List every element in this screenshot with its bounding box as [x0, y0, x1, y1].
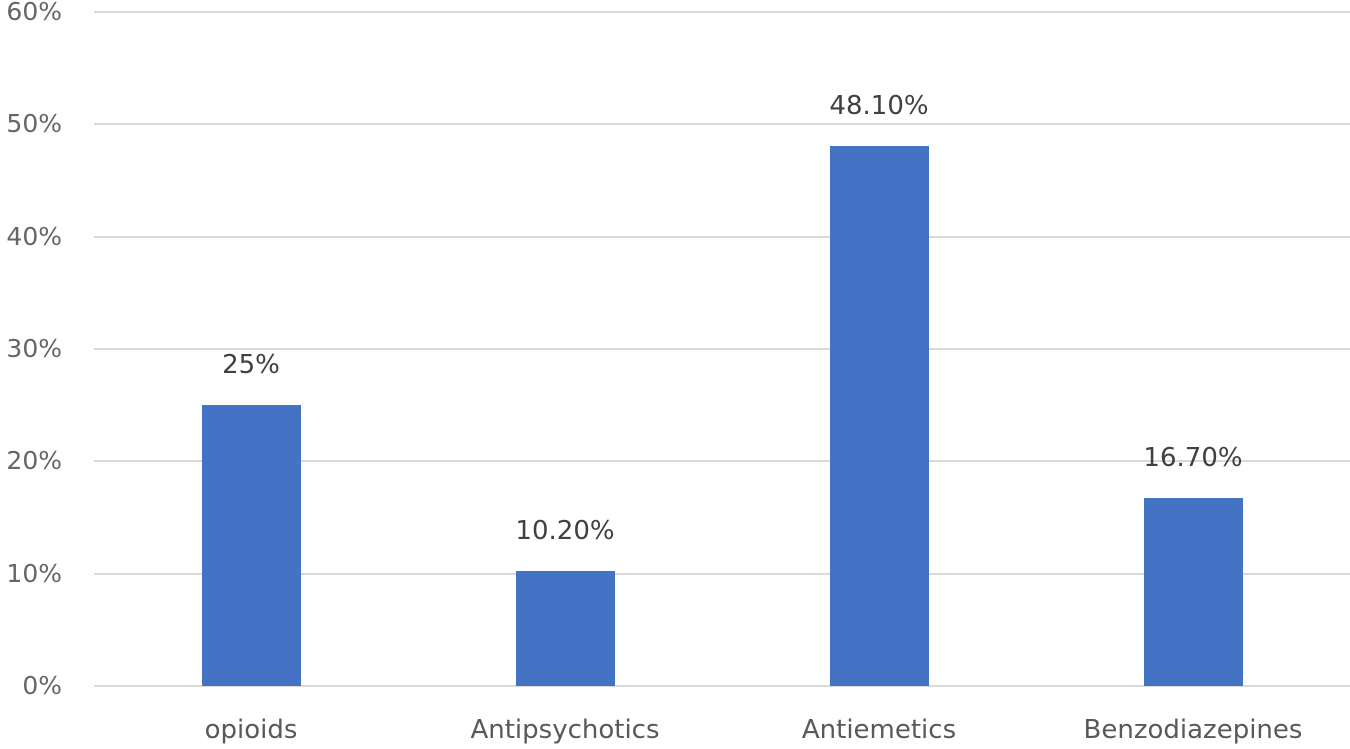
- gridline: [94, 11, 1350, 13]
- y-tick-label: 0%: [22, 671, 62, 700]
- gridline: [94, 685, 1350, 687]
- bar-antiemetics: [829, 145, 929, 686]
- data-label: 48.10%: [829, 90, 929, 121]
- data-label: 10.20%: [515, 516, 615, 547]
- data-label: 16.70%: [1143, 443, 1243, 474]
- bar-antipsychotics: [515, 571, 615, 686]
- gridline: [94, 348, 1350, 350]
- bar-opioids: [201, 405, 301, 686]
- y-tick-label: 30%: [6, 334, 62, 363]
- y-tick-label: 10%: [6, 558, 62, 588]
- gridline: [94, 123, 1350, 126]
- y-tick-label: 40%: [6, 221, 62, 251]
- y-tick-label: 20%: [6, 446, 62, 476]
- y-tick-label: 50%: [6, 109, 62, 139]
- gridline: [94, 572, 1350, 575]
- gridline: [94, 460, 1350, 463]
- x-category-label: Antipsychotics: [470, 715, 660, 745]
- x-category-label: Antiemetics: [801, 715, 957, 745]
- bar-benzodiazepines: [1143, 498, 1243, 686]
- y-tick-label: 60%: [6, 0, 62, 26]
- gridline: [94, 235, 1350, 238]
- x-category-label: opioids: [204, 715, 298, 745]
- data-label: 25%: [222, 350, 280, 381]
- x-category-label: Benzodiazepines: [1083, 715, 1303, 745]
